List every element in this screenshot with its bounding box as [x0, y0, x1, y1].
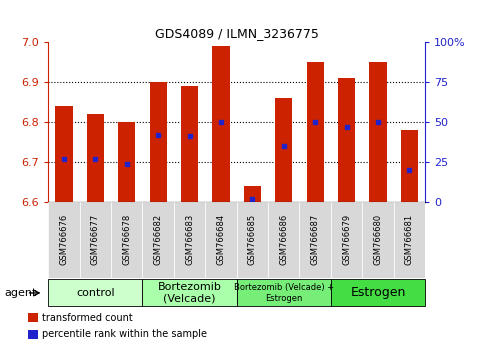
Bar	[244, 186, 261, 202]
Bar	[28, 330, 38, 339]
Bar	[56, 106, 72, 202]
Bar	[87, 114, 104, 202]
Text: percentile rank within the sample: percentile rank within the sample	[42, 330, 207, 339]
Text: GSM766679: GSM766679	[342, 214, 351, 266]
Bar	[181, 86, 198, 202]
Bar	[118, 122, 135, 202]
Text: agent: agent	[5, 288, 37, 298]
Text: GSM766680: GSM766680	[373, 214, 383, 266]
Bar	[150, 82, 167, 202]
Bar	[299, 202, 331, 278]
Text: GSM766684: GSM766684	[216, 214, 226, 266]
Text: GSM766687: GSM766687	[311, 214, 320, 266]
Text: GSM766677: GSM766677	[91, 214, 100, 266]
Bar	[142, 202, 174, 278]
Bar	[48, 279, 142, 307]
Bar	[401, 130, 418, 202]
Bar	[237, 279, 331, 307]
Bar	[331, 279, 425, 307]
Text: Estrogen: Estrogen	[350, 286, 406, 299]
Bar	[205, 202, 237, 278]
Bar	[307, 62, 324, 202]
Bar	[394, 202, 425, 278]
Bar	[237, 202, 268, 278]
Bar	[331, 202, 362, 278]
Text: GSM766686: GSM766686	[279, 214, 288, 266]
Bar	[268, 202, 299, 278]
Text: Bortezomib (Velcade) +
Estrogen: Bortezomib (Velcade) + Estrogen	[234, 283, 334, 303]
Text: GSM766676: GSM766676	[59, 214, 69, 266]
Text: GSM766685: GSM766685	[248, 214, 257, 266]
Bar	[275, 98, 292, 202]
Bar	[369, 62, 386, 202]
Bar	[28, 313, 38, 322]
Text: GSM766683: GSM766683	[185, 214, 194, 266]
Text: GSM766681: GSM766681	[405, 214, 414, 266]
Text: Bortezomib
(Velcade): Bortezomib (Velcade)	[157, 282, 222, 304]
Text: transformed count: transformed count	[42, 313, 133, 323]
Bar	[48, 202, 80, 278]
Bar	[362, 202, 394, 278]
Title: GDS4089 / ILMN_3236775: GDS4089 / ILMN_3236775	[155, 27, 319, 40]
Text: control: control	[76, 288, 114, 298]
Bar	[142, 279, 237, 307]
Bar	[174, 202, 205, 278]
Bar	[213, 46, 229, 202]
Bar	[338, 78, 355, 202]
Text: GSM766682: GSM766682	[154, 214, 163, 266]
Text: GSM766678: GSM766678	[122, 214, 131, 266]
Bar	[80, 202, 111, 278]
Bar	[111, 202, 142, 278]
